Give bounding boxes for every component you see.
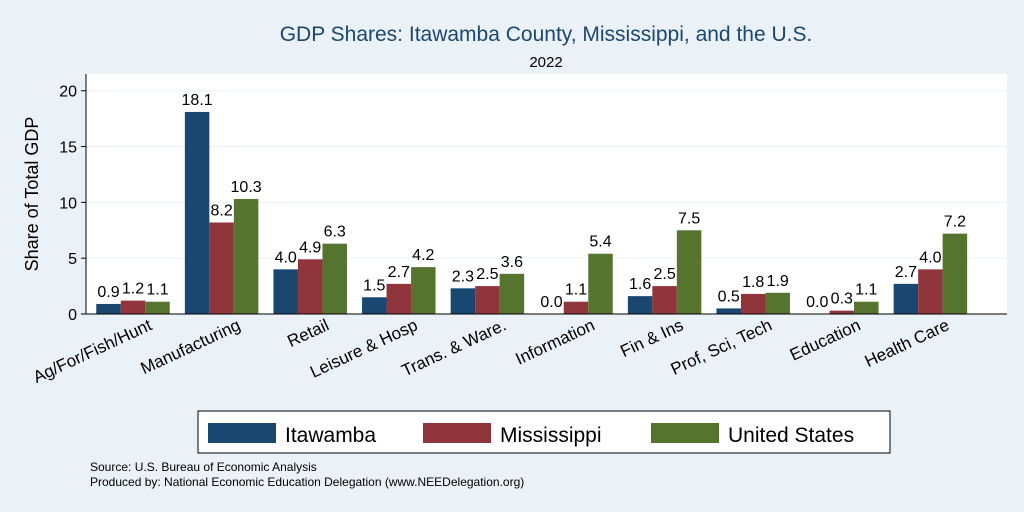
bar-united-states [676,230,702,314]
x-category-label: Ag/For/Fish/Hunt [30,315,155,387]
data-label: 0.0 [806,294,828,311]
bar-itawamba [96,303,121,314]
bar-mississippi [829,310,855,314]
data-label: 2.3 [452,268,474,285]
x-category-label: Fin & Ins [617,315,686,361]
data-label: 2.5 [653,266,675,283]
bar-mississippi [652,286,677,314]
data-label: 8.2 [210,202,232,219]
chart-title: GDP Shares: Itawamba County, Mississippi… [280,23,813,46]
y-axis-label: Share of Total GDP [22,117,42,272]
data-label: 1.1 [146,282,168,299]
produced-by-note: Produced by: National Economic Education… [90,475,525,489]
y-tick-label: 5 [68,251,77,268]
legend: Itawamba Mississippi United States [208,423,854,447]
bar-itawamba [450,288,476,314]
data-label: 5.4 [589,234,611,251]
data-label: 4.0 [275,249,297,266]
data-label: 0.9 [97,284,119,301]
y-ticks-group: 0 5 10 15 20 [59,84,86,324]
data-label: 10.3 [231,179,262,196]
x-category-label: Health Care [862,315,952,371]
bar-united-states [588,253,613,314]
x-category-label: Education [787,315,864,364]
bar-mississippi [475,286,500,314]
bar-mississippi [740,293,766,314]
legend-swatch [208,423,276,443]
data-label: 4.0 [919,249,941,266]
bar-united-states [854,301,879,314]
data-label: 2.5 [476,266,498,283]
bar-united-states [942,233,968,314]
data-label: 6.3 [324,224,346,241]
chart-subtitle: 2022 [529,54,562,71]
data-label: 1.1 [565,282,587,299]
data-label: 0.5 [718,288,740,305]
data-label: 1.2 [122,281,144,298]
x-category-label: Manufacturing [138,315,244,378]
data-label: 4.9 [299,239,321,256]
y-tick-label: 0 [68,307,77,324]
data-label: 7.2 [944,214,966,231]
bar-itawamba [893,283,919,314]
source-note: Source: U.S. Bureau of Economic Analysis [90,460,317,474]
bar-united-states [322,243,347,314]
bar-united-states [233,199,259,314]
data-label: 2.7 [388,264,410,281]
data-label: 1.8 [742,274,764,291]
bar-mississippi [120,300,146,314]
data-label: 0.0 [540,294,562,311]
bar-itawamba [716,308,741,314]
legend-swatch [423,423,491,443]
data-label: 2.7 [895,264,917,281]
bar-itawamba [273,269,298,314]
data-label: 1.5 [363,277,385,294]
x-category-label: Retail [284,315,331,351]
bars-group [96,111,968,314]
y-tick-label: 10 [59,195,77,212]
data-label: 1.1 [855,282,877,299]
y-tick-label: 15 [59,140,77,157]
bar-united-states [499,273,525,314]
bar-united-states [145,301,170,314]
legend-swatch [651,423,719,443]
data-label: 1.6 [629,276,651,293]
data-label: 1.9 [767,273,789,290]
bar-united-states [765,292,790,314]
bar-itawamba [362,297,387,314]
bar-mississippi [297,259,323,314]
bar-mississippi [386,283,412,314]
data-label: 4.2 [412,247,434,264]
bar-mississippi [563,301,589,314]
data-label: 18.1 [182,92,213,109]
bar-mississippi [918,269,943,314]
y-tick-label: 20 [59,84,77,101]
legend-label: Mississippi [500,424,602,447]
x-category-label: Information [513,315,598,368]
legend-box [197,410,891,454]
data-label: 0.3 [831,291,853,308]
bar-mississippi [209,222,234,314]
bar-itawamba [184,111,210,314]
legend-label: United States [728,424,854,447]
legend-label: Itawamba [285,424,376,447]
bar-itawamba [627,296,653,314]
data-labels-group: 0.9 1.2 1.118.18.210.34.04.96.31.52.74.22.… [97,92,966,311]
bar-united-states [411,267,436,314]
data-label: 7.5 [678,210,700,227]
data-label: 3.6 [501,254,523,271]
x-category-label: Prof, Sci, Tech [668,315,775,378]
